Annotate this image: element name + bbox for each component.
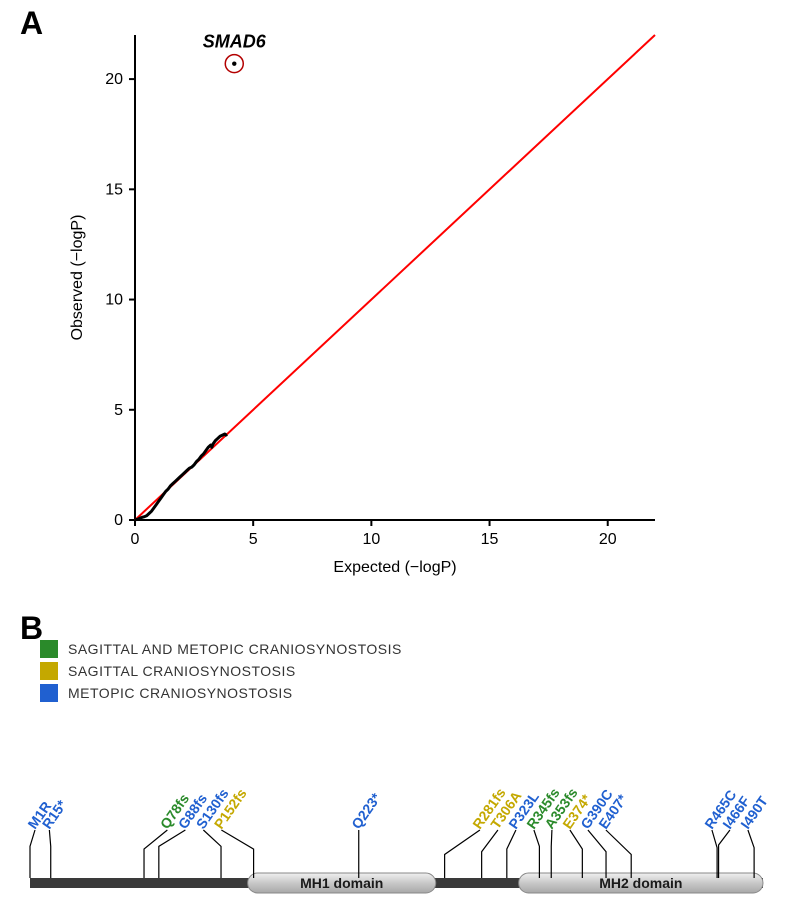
legend: SAGITTAL AND METOPIC CRANIOSYNOSTOSIS SAG… <box>40 640 402 706</box>
svg-text:10: 10 <box>105 292 123 309</box>
svg-text:MH1 domain: MH1 domain <box>300 875 383 891</box>
svg-text:20: 20 <box>105 71 123 88</box>
svg-text:0: 0 <box>131 531 140 548</box>
legend-row: SAGITTAL AND METOPIC CRANIOSYNOSTOSIS <box>40 640 402 658</box>
svg-text:15: 15 <box>481 531 499 548</box>
legend-swatch <box>40 684 58 702</box>
legend-swatch <box>40 640 58 658</box>
legend-swatch <box>40 662 58 680</box>
legend-text: SAGITTAL AND METOPIC CRANIOSYNOSTOSIS <box>68 641 402 657</box>
svg-text:Q223*: Q223* <box>348 790 384 832</box>
svg-text:5: 5 <box>114 402 123 419</box>
svg-text:5: 5 <box>249 531 258 548</box>
legend-text: METOPIC CRANIOSYNOSTOSIS <box>68 685 293 701</box>
svg-text:20: 20 <box>599 531 617 548</box>
svg-text:0: 0 <box>114 512 123 529</box>
legend-row: METOPIC CRANIOSYNOSTOSIS <box>40 684 402 702</box>
qq-plot: 0 5 10 15 20 0 5 10 15 20 Expected (−logP) Observed… <box>60 10 680 590</box>
legend-row: SAGITTAL CRANIOSYNOSTOSIS <box>40 662 402 680</box>
figure-container: A 0 5 10 15 20 0 5 10 15 20 Expected (−logP) Observ… <box>0 0 793 917</box>
legend-text: SAGITTAL CRANIOSYNOSTOSIS <box>68 663 296 679</box>
protein-diagram: MH1 domainMH2 domainM1RR15*Q78fsG88fsS13… <box>20 750 773 900</box>
svg-text:Observed (−logP): Observed (−logP) <box>69 215 86 341</box>
svg-text:Expected (−logP): Expected (−logP) <box>333 559 456 576</box>
svg-text:10: 10 <box>362 531 380 548</box>
svg-text:MH2 domain: MH2 domain <box>599 875 682 891</box>
svg-text:15: 15 <box>105 181 123 198</box>
panel-a-label: A <box>20 5 43 42</box>
svg-text:SMAD6: SMAD6 <box>203 32 267 52</box>
